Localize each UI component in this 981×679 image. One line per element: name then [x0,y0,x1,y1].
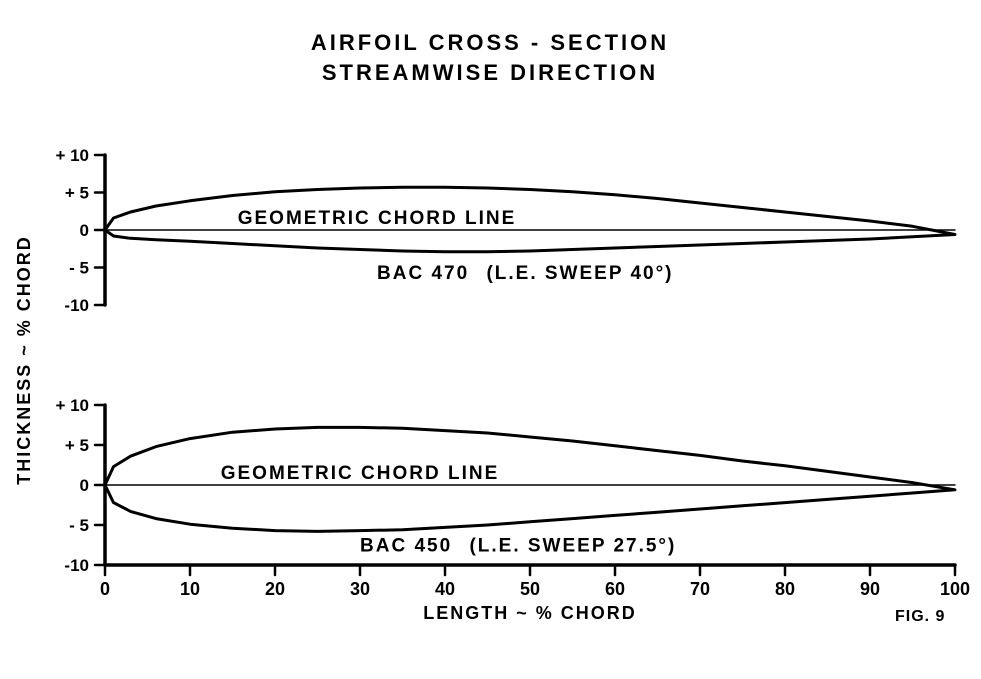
title-line-1: AIRFOIL CROSS - SECTION [311,30,669,55]
x-tick-label: 60 [605,579,625,599]
x-tick-label: 0 [100,579,110,599]
airfoil-outline-upper [105,187,955,252]
x-tick-label: 100 [940,579,970,599]
y-tick-label: + 5 [65,184,89,203]
y-tick-label: 0 [80,476,89,495]
series-name-upper: BAC 470 [377,263,469,284]
y-tick-label: -10 [64,296,89,315]
y-axis-label: THICKNESS ~ % CHORD [14,235,34,485]
y-tick-label: 0 [80,221,89,240]
x-tick-label: 30 [350,579,370,599]
figure-label: FIG. 9 [895,608,945,625]
series-label-upper: BAC 470 (L.E. SWEEP 40°) [377,263,674,284]
y-tick-label: + 5 [65,436,89,455]
series-name-lower: BAC 450 [360,535,452,556]
airfoil-panel-lower: -10 - 5 0 + 5 + 10 GEOMETRIC CHORD LINE BAC … [55,396,955,575]
y-tick-label: - 5 [69,516,89,535]
series-label-lower: BAC 450 (L.E. SWEEP 27.5°) [360,535,676,556]
y-tick-label: + 10 [55,396,89,415]
y-tick-label: + 10 [55,146,89,165]
y-axis-ticks-upper: -10 - 5 0 + 5 + 10 [55,146,105,315]
figure-canvas: AIRFOIL CROSS - SECTION STREAMWISE DIREC… [0,0,981,679]
x-tick-label: 70 [690,579,710,599]
y-axis-ticks-lower: -10 - 5 0 + 5 + 10 [55,396,105,575]
series-sweep-upper: (L.E. SWEEP 40°) [486,263,673,284]
title-line-2: STREAMWISE DIRECTION [322,60,658,85]
y-tick-label: - 5 [69,259,89,278]
x-axis-ticks: 0 10 20 30 40 50 60 70 80 90 100 [100,565,970,599]
x-axis-label: LENGTH ~ % CHORD [423,603,637,623]
x-tick-label: 40 [435,579,455,599]
chord-label-lower: GEOMETRIC CHORD LINE [221,463,500,484]
x-tick-label: 10 [180,579,200,599]
x-tick-label: 80 [775,579,795,599]
x-tick-label: 20 [265,579,285,599]
x-tick-label: 50 [520,579,540,599]
series-sweep-lower: (L.E. SWEEP 27.5°) [469,535,676,556]
airfoil-panel-upper: -10 - 5 0 + 5 + 10 GEOMETRIC CHORD LINE BAC … [55,146,955,315]
chord-label-upper: GEOMETRIC CHORD LINE [238,208,517,229]
y-tick-label: -10 [64,556,89,575]
x-tick-label: 90 [860,579,880,599]
